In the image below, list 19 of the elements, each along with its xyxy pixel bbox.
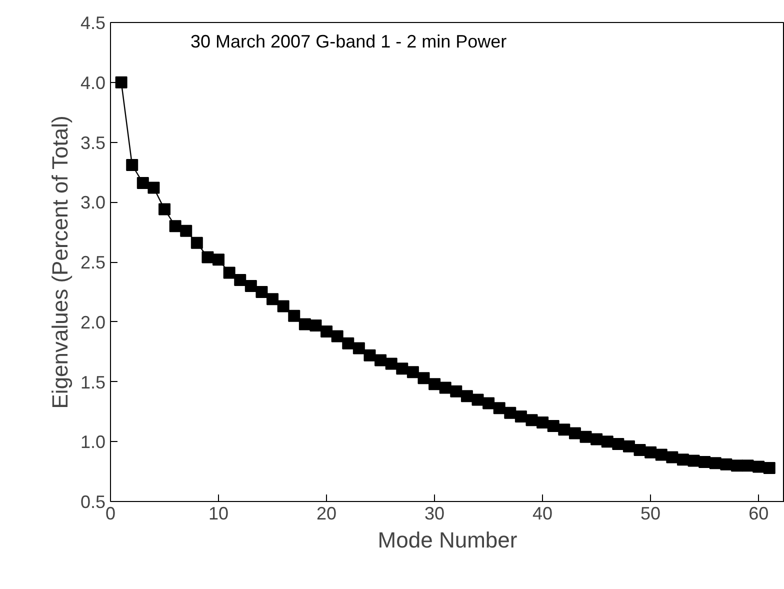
y-axis-title: Eigenvalues (Percent of Total) xyxy=(47,116,72,409)
y-tick-label: 0.5 xyxy=(80,492,106,512)
y-tick-label: 4.0 xyxy=(80,72,106,93)
x-tick-label: 10 xyxy=(208,504,229,524)
text: 30 March 2007 G-band 1 - 2 min Power xyxy=(190,32,507,52)
y-tick-label: 2.0 xyxy=(80,312,106,332)
y-tick-label: 1.5 xyxy=(80,372,106,392)
y-tick-label: 3.0 xyxy=(80,192,106,213)
x-tick-label: 60 xyxy=(748,504,769,524)
x-tick-label: 50 xyxy=(640,504,661,524)
x-tick-label: 30 xyxy=(424,504,445,524)
x-tick-label: 0 xyxy=(105,504,116,524)
x-tick-label: 20 xyxy=(316,504,337,524)
x-tick-label: 40 xyxy=(532,504,553,524)
x-axis-title: Mode Number xyxy=(378,528,518,552)
y-tick-label: 4.5 xyxy=(80,13,106,33)
y-tick-label: 1.0 xyxy=(80,432,106,452)
y-tick-label: 2.5 xyxy=(80,252,106,272)
y-tick-label: 3.5 xyxy=(80,132,106,153)
